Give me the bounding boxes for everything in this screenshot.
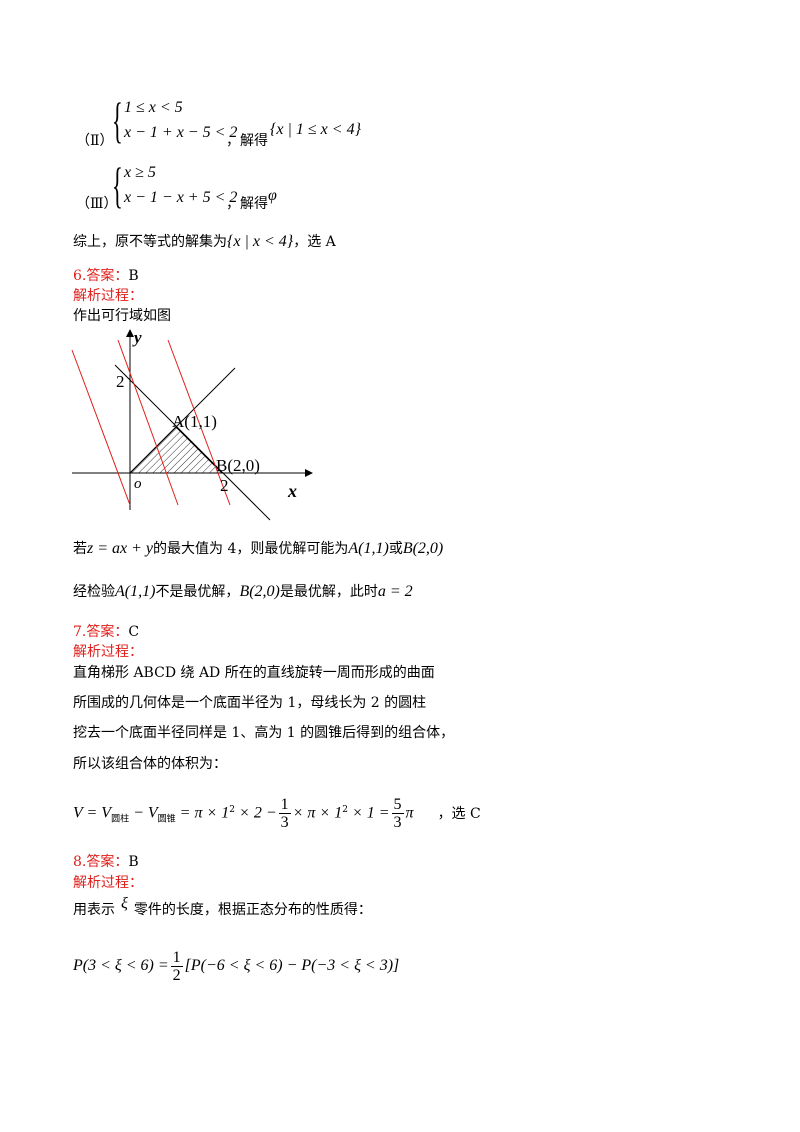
subscript: 圆柱 [111, 814, 130, 825]
math: × π × 1 [292, 804, 343, 822]
denominator: 3 [280, 814, 289, 832]
level-line [167, 339, 231, 506]
level-line [71, 349, 131, 506]
number: 8. [73, 854, 87, 870]
answer-line: 7.答案：C [73, 622, 139, 642]
math: B(2,0) [239, 583, 280, 600]
math: − V [129, 804, 158, 822]
text: 是最优解，此时 [279, 584, 378, 600]
denominator: 2 [172, 966, 181, 984]
arrow [305, 469, 313, 477]
math: ξ [121, 895, 128, 912]
math: z = ax + y [87, 540, 154, 557]
superscript: 2 [342, 805, 348, 815]
text-line: 若z = ax + y的最大值为 4，则最优解可能为A(1,1)或B(2,0) [73, 539, 443, 559]
text: ，解得 [226, 133, 268, 149]
text: 若 [73, 541, 87, 557]
number: 7. [73, 624, 87, 640]
origin-label: o [134, 476, 142, 492]
math: B(2,0) [402, 540, 444, 557]
text: 作出可行域如图 [73, 308, 171, 324]
point-label: B(2,0) [216, 456, 260, 475]
formula: P(3 < ξ < 6) = 1 2 [P(−6 < ξ < 6) − P(−3 < … [73, 946, 399, 986]
superscript: 2 [229, 805, 236, 815]
math: [P(−6 < ξ < 6) − P(−3 < ξ < 3)] [184, 957, 400, 974]
math: × 1 = [347, 804, 390, 822]
axis-label: x [287, 481, 297, 501]
number: 6. [73, 268, 87, 284]
text-line: 经检验A(1,1)不是最优解，B(2,0)是最优解，此时a = 2 [73, 582, 413, 602]
text: ，选 C [437, 805, 481, 822]
text: 经检验 [73, 584, 115, 600]
text: 的最大值为 4，则最优解可能为 [153, 541, 349, 557]
formula: V = V圆柱 − V圆锥 = π × 12 × 2 −1 3 × π × 12 ×… [73, 790, 481, 839]
text-line: 用表示 ξ 零件的长度，根据正态分布的性质得： [73, 895, 372, 920]
text: 综上，原不等式的解集为 [73, 234, 227, 250]
math: V = V [73, 804, 112, 822]
brace: { [112, 92, 123, 148]
analysis-label: 解析过程： [73, 288, 143, 304]
text: 直角梯形 ABCD 绕 AD 所在的直线旋转一周而形成的曲面 [73, 665, 435, 681]
answer: C [128, 624, 140, 640]
label: （Ⅱ） [76, 133, 114, 149]
text: ，解得 [226, 196, 268, 212]
math: = π × 1 [175, 804, 230, 822]
text: ，选 A [293, 234, 336, 250]
math: {x | 1 ≤ x < 4} [270, 121, 361, 138]
math: A(1,1) [115, 583, 156, 600]
line [114, 364, 271, 521]
denominator: 3 [393, 814, 402, 832]
point-label: A(1,1) [172, 412, 217, 431]
analysis-label: 解析过程： [73, 875, 143, 891]
math: x ≥ 5 [124, 164, 156, 181]
analysis-label: 解析过程： [73, 644, 143, 660]
text: 零件的长度，根据正态分布的性质得： [133, 902, 372, 918]
answer-line: 8.答案：B [73, 852, 139, 872]
math: P(3 < ξ < 6) = [73, 957, 169, 974]
brace: { [112, 157, 123, 213]
tick-label: 2 [220, 476, 229, 495]
math: a = 2 [377, 583, 413, 600]
text: 挖去一个底面半径同样是 1、高为 1 的圆锥后得到的组合体， [73, 725, 455, 741]
text: 或 [388, 541, 403, 557]
label: （Ⅲ） [76, 196, 118, 212]
text: 所以该组合体的体积为： [73, 756, 227, 772]
answer-label: 答案： [86, 854, 129, 870]
text-line: 综上，原不等式的解集为{x | x < 4}，选 A [73, 232, 336, 252]
subscript: 圆锥 [157, 814, 176, 825]
text: 用表示 [73, 902, 115, 918]
math: φ [268, 187, 277, 204]
figure: y 2 A(1,1) B(2,0) o 2 x [71, 328, 313, 521]
axis-label: y [132, 328, 142, 347]
numerator: 5 [391, 796, 404, 815]
level-line [117, 339, 179, 506]
answer-line: 6.答案：B [73, 266, 139, 286]
line [129, 367, 236, 474]
tick-label: 2 [116, 372, 125, 391]
math: × 2 − [235, 804, 277, 822]
numerator: 1 [278, 796, 291, 815]
math: {x | x < 4} [227, 233, 294, 250]
answer: B [128, 268, 139, 284]
math: 1 ≤ x < 5 [124, 99, 183, 116]
feasible-region [128, 426, 224, 474]
math: x − 1 + x − 5 < 2 [124, 124, 238, 141]
text: 所围成的几何体是一个底面半径为 1，母线长为 2 的圆柱 [73, 695, 427, 711]
answer: B [128, 854, 139, 870]
math: x − 1 − x + 5 < 2 [124, 189, 238, 206]
numerator: 1 [170, 948, 183, 967]
answer-label: 答案： [86, 624, 129, 640]
text: 不是最优解， [155, 584, 240, 600]
math: π [405, 804, 414, 822]
arrow [126, 329, 134, 337]
math: A(1,1) [348, 540, 389, 557]
answer-label: 答案： [86, 268, 129, 284]
